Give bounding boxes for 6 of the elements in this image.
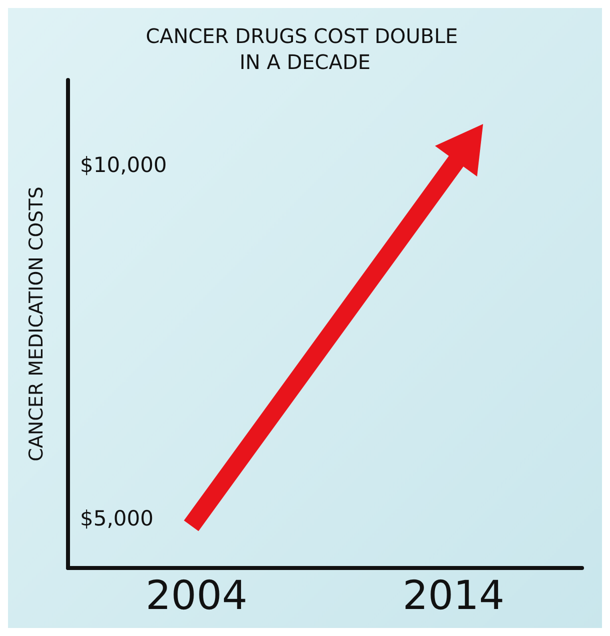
chart-title: CANCER DRUGS COST DOUBLE IN A DECADE	[146, 24, 464, 74]
x-tick-label: 2004	[146, 573, 248, 619]
y-tick-label: $10,000	[80, 152, 167, 177]
y-tick-label: $5,000	[80, 506, 154, 530]
x-tick-label: 2014	[402, 573, 504, 619]
y-axis-title: CANCER MEDICATION COSTS	[26, 186, 48, 462]
